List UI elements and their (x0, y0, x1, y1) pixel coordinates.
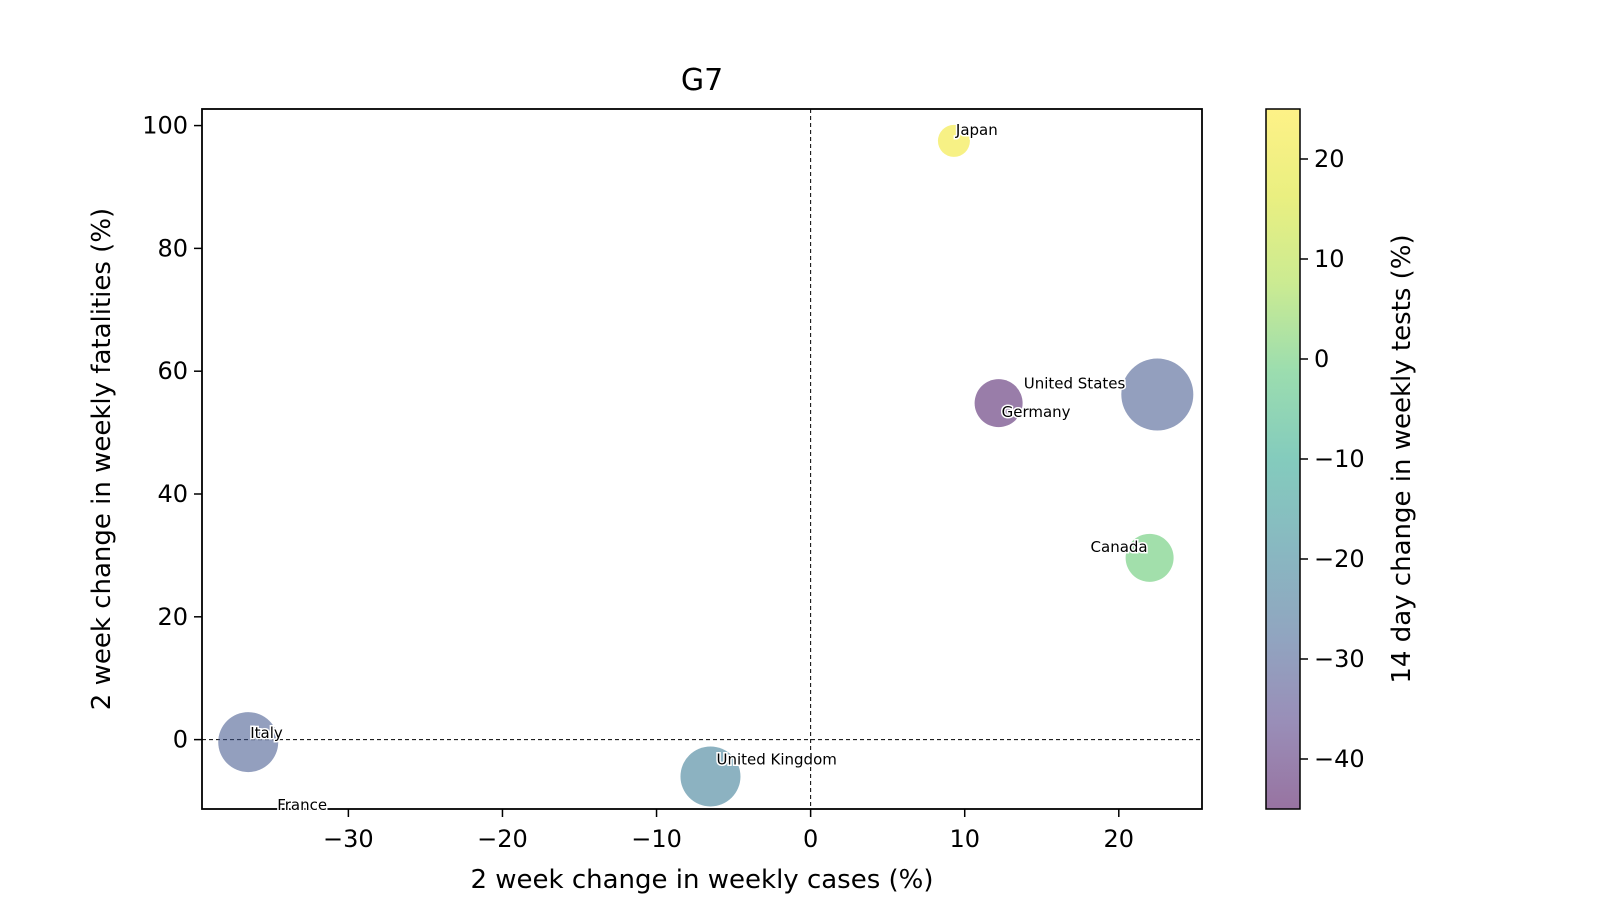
point-germany (974, 379, 1023, 428)
point-canada (1125, 533, 1174, 582)
x-axis-title: 2 week change in weekly cases (%) (470, 865, 933, 895)
point-label-united-states: United States (1024, 375, 1126, 393)
point-label-japan: Japan (955, 121, 998, 139)
x-axis: −30 −20 −10 0 10 20 (323, 809, 1134, 853)
colorbar-tick-label: 0 (1314, 345, 1329, 373)
point-label-united-kingdom: United Kingdom (716, 750, 836, 768)
y-tick-label: 60 (157, 357, 188, 385)
x-tick-label: 20 (1104, 825, 1135, 853)
x-tick-label: 0 (803, 825, 818, 853)
colorbar-tick-label: −40 (1314, 745, 1365, 773)
colorbar-tick-label: −20 (1314, 545, 1365, 573)
point-united-states (1121, 358, 1194, 431)
x-tick-label: −20 (477, 825, 528, 853)
chart-title: G7 (681, 63, 723, 98)
y-tick-label: 100 (142, 112, 188, 140)
colorbar-ticks: −40 −30 −20 −10 0 10 20 (1300, 145, 1365, 773)
point-label-italy: Italy (250, 724, 283, 742)
colorbar-tick-label: −10 (1314, 445, 1365, 473)
colorbar-tick-label: 10 (1314, 245, 1345, 273)
point-label-france: France (277, 796, 327, 814)
y-tick-label: 80 (157, 234, 188, 262)
point-united-kingdom (680, 746, 741, 807)
plot-frame (201, 108, 1203, 810)
point-japan (937, 124, 970, 157)
y-tick-label: 40 (157, 480, 188, 508)
y-tick-label: 0 (173, 726, 188, 754)
point-label-germany: Germany (1002, 403, 1071, 421)
colorbar-title: 14 day change in weekly tests (%) (1387, 234, 1417, 683)
x-tick-label: −30 (323, 825, 374, 853)
y-axis-title: 2 week change in weekly fatalities (%) (87, 208, 117, 710)
x-tick-label: −10 (631, 825, 682, 853)
point-italy (218, 712, 279, 773)
colorbar-tick-label: −30 (1314, 645, 1365, 673)
colorbar-gradient (1266, 109, 1300, 809)
point-label-canada: Canada (1091, 538, 1148, 556)
y-axis: 0 20 40 60 80 100 (142, 112, 202, 754)
plot-area (202, 109, 1202, 809)
colorbar-tick-label: 20 (1314, 145, 1345, 173)
x-tick-label: 10 (949, 825, 980, 853)
y-tick-label: 20 (157, 603, 188, 631)
colorbar: −40 −30 −20 −10 0 10 20 14 day change in weekl… (1265, 108, 1417, 810)
